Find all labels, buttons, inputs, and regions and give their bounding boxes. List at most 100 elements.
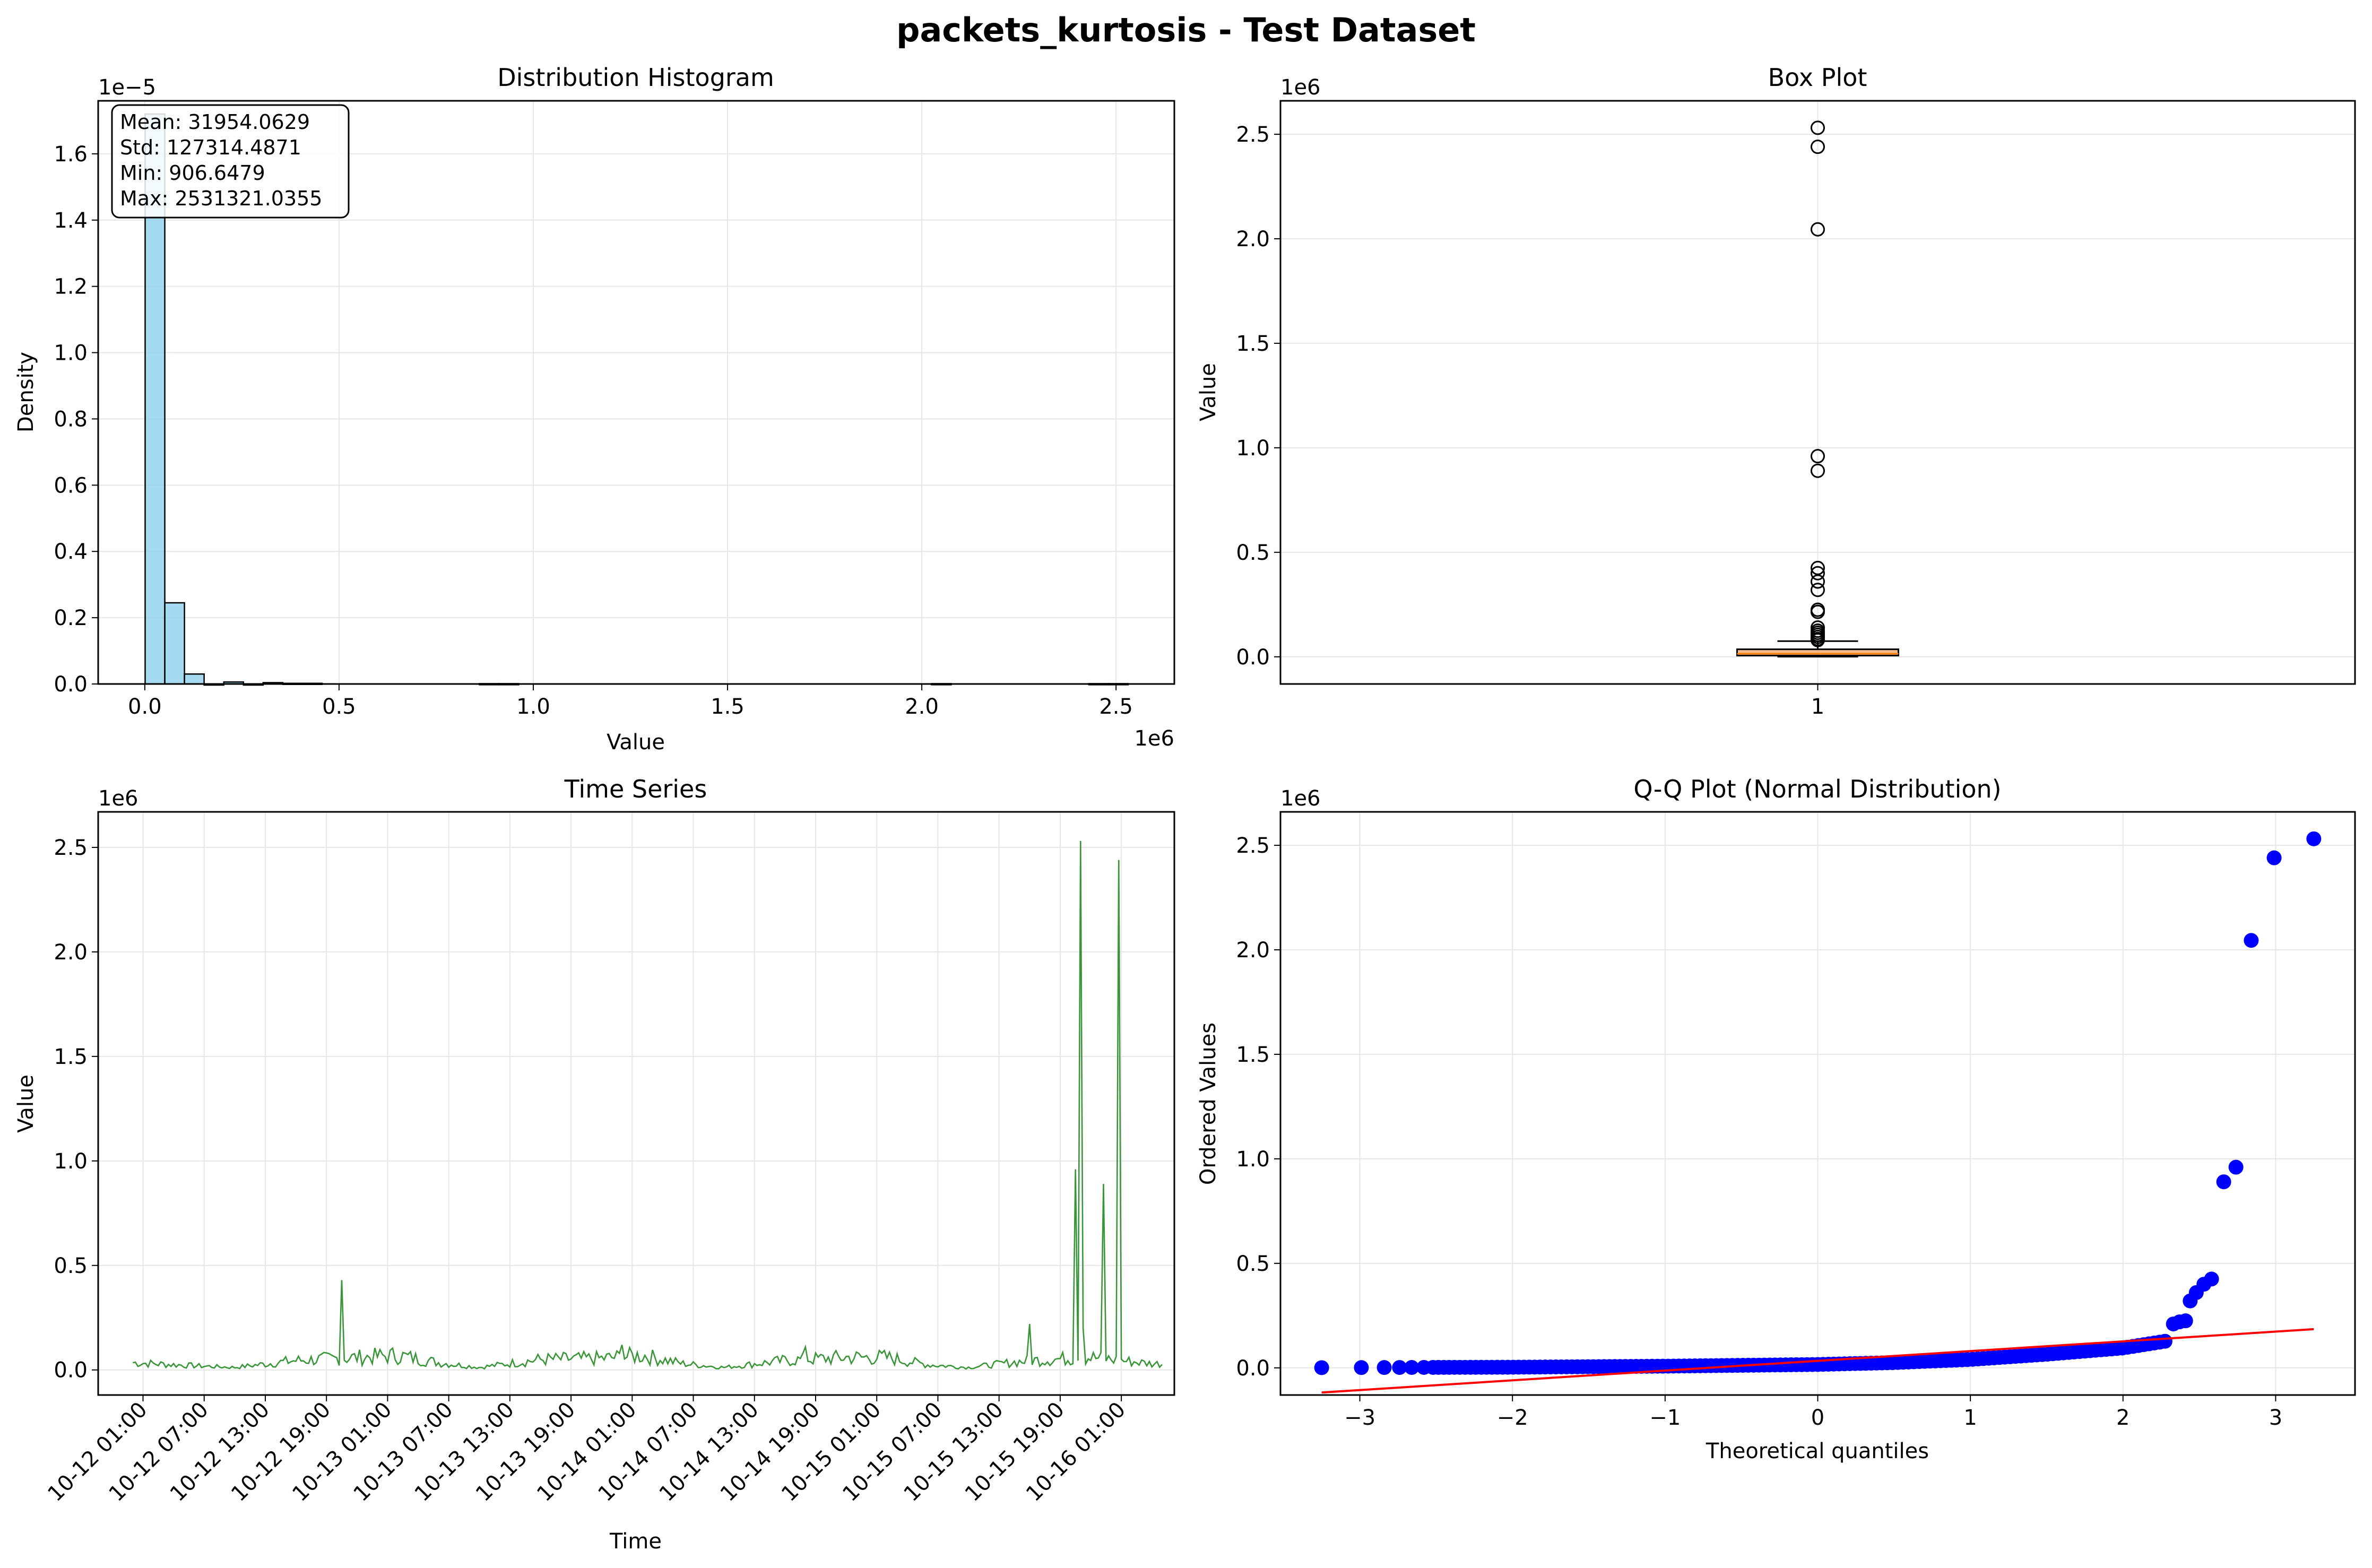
stats-min: Min: 906.6479 bbox=[120, 161, 265, 185]
y-tick-label: 0.5 bbox=[1236, 541, 1270, 565]
histogram-x-ticks: 0.0 0.5 1.0 1.5 2.0 2.5 bbox=[128, 684, 1133, 719]
timeseries-x-label: Time bbox=[609, 1529, 662, 1554]
histogram-title: Distribution Histogram bbox=[497, 63, 774, 92]
qq-point bbox=[1354, 1360, 1369, 1375]
x-tick-label: 2.5 bbox=[1099, 695, 1133, 719]
qqplot-x-ticks: −3 −2 −1 0 1 2 3 bbox=[1344, 1395, 2282, 1430]
y-tick-label: 0.6 bbox=[54, 473, 88, 498]
y-tick-label: 2.5 bbox=[54, 836, 88, 860]
y-tick-label: 1.4 bbox=[54, 209, 88, 233]
qq-point bbox=[2216, 1174, 2231, 1190]
qq-point bbox=[2157, 1333, 2172, 1349]
qqplot-y-offset: 1e6 bbox=[1280, 786, 1321, 811]
qq-point bbox=[2306, 831, 2322, 846]
stats-max: Max: 2531321.0355 bbox=[120, 187, 322, 210]
timeseries-y-ticks: 0.0 0.5 1.0 1.5 2.0 2.5 bbox=[54, 836, 98, 1383]
x-tick-label: 2 bbox=[2116, 1406, 2129, 1430]
stats-std: Std: 127314.4871 bbox=[120, 136, 301, 159]
y-tick-label: 1.6 bbox=[54, 142, 88, 167]
qqplot-title: Q-Q Plot (Normal Distribution) bbox=[1633, 775, 2001, 803]
boxplot-x-ticks: 1 bbox=[1811, 684, 1824, 719]
timeseries-grid bbox=[98, 812, 1174, 1395]
histogram-x-offset: 1e6 bbox=[1134, 726, 1174, 751]
outlier-point bbox=[1811, 140, 1825, 154]
y-tick-label: 1.2 bbox=[54, 275, 88, 299]
qq-point bbox=[1392, 1360, 1407, 1375]
y-tick-label: 1.5 bbox=[1236, 1043, 1270, 1067]
qq-point bbox=[1377, 1360, 1392, 1375]
x-tick-label: 1 bbox=[1963, 1406, 1977, 1430]
y-tick-label: 0.5 bbox=[1236, 1252, 1270, 1276]
y-tick-label: 0.0 bbox=[1236, 645, 1270, 670]
y-tick-label: 1.0 bbox=[1236, 1147, 1270, 1172]
outlier-point bbox=[1811, 574, 1825, 589]
stats-box-frame bbox=[111, 104, 350, 219]
y-tick-label: 1.0 bbox=[54, 341, 88, 366]
qq-point bbox=[2228, 1159, 2244, 1175]
histogram-bar bbox=[164, 602, 185, 685]
y-tick-label: 2.5 bbox=[1236, 834, 1270, 858]
x-tick-label: 1.0 bbox=[516, 695, 550, 719]
qq-point bbox=[2204, 1271, 2219, 1287]
boxplot-marks bbox=[1736, 120, 1899, 657]
histogram-y-label: Density bbox=[14, 352, 38, 432]
outlier-point bbox=[1811, 463, 1825, 478]
qq-point bbox=[2244, 933, 2259, 948]
histogram-panel: Distribution Histogram 0.0 0.5 1.0 1.5 2.0 2.… bbox=[14, 63, 1175, 755]
qqplot-y-label: Ordered Values bbox=[1196, 1023, 1220, 1185]
histogram-y-ticks: 0.0 0.2 0.4 0.6 0.8 1.0 1.2 1.4 1.6 bbox=[54, 142, 98, 697]
y-tick-label: 0.0 bbox=[54, 672, 88, 697]
outlier-point bbox=[1811, 222, 1825, 237]
histogram-frame bbox=[97, 100, 1175, 685]
x-tick-label: 1.5 bbox=[711, 695, 745, 719]
stats-box: Mean: 31954.0629 Std: 127314.4871 Min: 9… bbox=[111, 104, 350, 219]
boxplot-y-ticks: 0.0 0.5 1.0 1.5 2.0 2.5 bbox=[1236, 123, 1280, 670]
outlier-point bbox=[1811, 566, 1825, 581]
outlier-point bbox=[1811, 604, 1825, 619]
qqplot-panel: Q-Q Plot (Normal Distribution) −3 −2 −1 0 1 2… bbox=[1196, 775, 2356, 1463]
y-tick-label: 2.5 bbox=[1236, 123, 1270, 147]
x-tick-label: 0.0 bbox=[128, 695, 162, 719]
timeseries-y-label: Value bbox=[14, 1075, 38, 1133]
x-tick-label: 3 bbox=[2269, 1406, 2282, 1430]
x-tick-label: −3 bbox=[1344, 1406, 1375, 1430]
x-tick-label: −1 bbox=[1649, 1406, 1681, 1430]
x-tick-label: −2 bbox=[1497, 1406, 1528, 1430]
outlier-point bbox=[1811, 633, 1825, 647]
boxplot-panel: Box Plot 1 0.0 0.5 1.0 1.5 2.0 2.5 Value 1e6 bbox=[1196, 63, 2356, 719]
box-iqr bbox=[1736, 648, 1899, 656]
y-tick-label: 2.0 bbox=[1236, 227, 1270, 252]
timeseries-frame bbox=[97, 811, 1175, 1396]
y-tick-label: 0.5 bbox=[54, 1254, 88, 1278]
qqplot-x-label: Theoretical quantiles bbox=[1706, 1439, 1929, 1463]
y-tick-label: 0.4 bbox=[54, 540, 88, 564]
x-tick-label: 0 bbox=[1811, 1406, 1824, 1430]
timeseries-y-offset: 1e6 bbox=[98, 786, 138, 811]
outlier-point bbox=[1811, 449, 1825, 464]
y-tick-label: 1.0 bbox=[54, 1149, 88, 1174]
histogram-y-offset: 1e−5 bbox=[98, 75, 156, 100]
figure-title: packets_kurtosis - Test Dataset bbox=[896, 11, 1476, 49]
y-tick-label: 1.0 bbox=[1236, 436, 1270, 461]
histogram-bar bbox=[184, 673, 205, 685]
histogram-x-label: Value bbox=[607, 730, 665, 755]
outlier-point bbox=[1811, 560, 1825, 575]
qq-point bbox=[2266, 850, 2282, 865]
y-tick-label: 1.5 bbox=[54, 1045, 88, 1069]
qqplot-y-ticks: 0.0 0.5 1.0 1.5 2.0 2.5 bbox=[1236, 834, 1280, 1381]
y-tick-label: 2.0 bbox=[1236, 938, 1270, 963]
y-tick-label: 0.0 bbox=[1236, 1356, 1270, 1381]
boxplot-y-offset: 1e6 bbox=[1280, 75, 1321, 100]
qq-fit-line bbox=[1321, 1328, 2314, 1394]
y-tick-label: 0.0 bbox=[54, 1358, 88, 1383]
y-tick-label: 0.2 bbox=[54, 606, 88, 630]
y-tick-label: 2.0 bbox=[54, 940, 88, 965]
outlier-point bbox=[1811, 583, 1825, 597]
outlier-point bbox=[1811, 120, 1825, 135]
boxplot-grid bbox=[1280, 101, 2355, 684]
series-line bbox=[133, 841, 1163, 1370]
y-tick-label: 1.5 bbox=[1236, 332, 1270, 356]
qqplot-points bbox=[1314, 831, 2322, 1394]
